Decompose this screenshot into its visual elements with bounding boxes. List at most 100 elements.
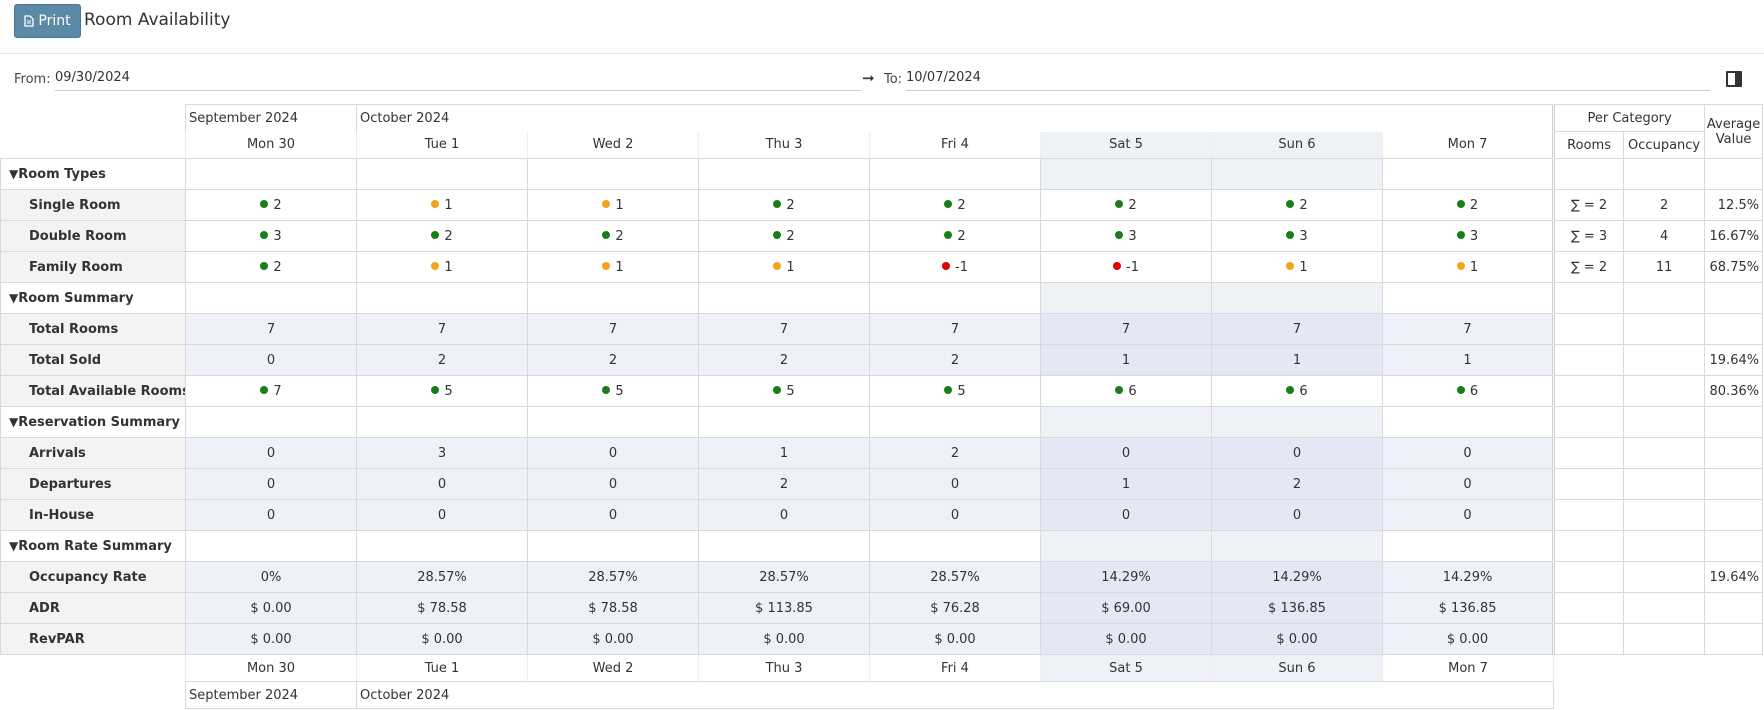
month-header: September 2024 [185, 681, 357, 709]
cell-value: 28.57% [930, 569, 980, 585]
empty-cell [1381, 158, 1555, 190]
status-dot [773, 385, 782, 394]
value-cell: $ 0.00 [869, 623, 1041, 655]
row-label: Total Rooms [0, 313, 186, 345]
cell-value: 0 [437, 507, 447, 523]
print-button[interactable]: Print [14, 4, 81, 38]
cell-value: 2 [1299, 197, 1308, 213]
status-dot [1115, 230, 1124, 239]
status-dot [944, 199, 953, 208]
empty-cell [869, 406, 1041, 438]
value-cell: 0 [527, 499, 699, 531]
section-row: Room Rate Summary [0, 530, 1764, 562]
empty-cell [527, 158, 699, 190]
cell-value: $ 78.58 [417, 600, 467, 616]
from-input[interactable]: 09/30/2024 [55, 66, 861, 91]
value-cell: $ 0.00 [527, 623, 699, 655]
status-dot [602, 261, 611, 270]
value-cell: 2 [1211, 189, 1383, 221]
value-cell: 2 [698, 220, 870, 252]
rooms-cell [1552, 592, 1625, 624]
empty-cell [1623, 282, 1706, 314]
occupancy-cell [1623, 437, 1706, 469]
average-cell: 19.64% [1704, 561, 1764, 593]
data-row: In-House 0 0 0 0 0 0 0 0 [0, 499, 1764, 531]
corner [1, 682, 186, 709]
value-cell: 1 [356, 251, 528, 283]
empty-cell [527, 530, 699, 562]
value-cell: 28.57% [356, 561, 528, 593]
value-cell: 28.57% [527, 561, 699, 593]
value-cell: 0 [185, 499, 357, 531]
rooms-cell [1552, 499, 1625, 531]
cell-value: 1 [444, 259, 453, 275]
occupancy-cell: 2 [1623, 189, 1706, 221]
day-header: Thu 3 [698, 654, 870, 682]
status-dot [773, 261, 782, 270]
value-cell: 5 [869, 375, 1041, 407]
cell-value: 0 [266, 352, 276, 368]
print-label: Print [38, 13, 71, 29]
cell-value: 28.57% [417, 569, 467, 585]
cell-value: 0 [1463, 476, 1472, 492]
cell-value: 1 [779, 445, 789, 461]
rooms-cell [1552, 437, 1625, 469]
value-cell: 2 [1040, 189, 1212, 221]
cell-value: 0 [266, 507, 276, 523]
value-cell: 2 [356, 344, 528, 376]
value-cell: 0 [185, 468, 357, 500]
month-header: October 2024 [355, 681, 1555, 709]
status-dot [1456, 230, 1465, 239]
month-row: September 2024 October 2024 [1, 681, 1763, 709]
cell-value: 1 [444, 197, 453, 213]
value-cell: 2 [1381, 189, 1555, 221]
status-dot [1286, 261, 1295, 270]
value-cell: 2 [185, 251, 357, 283]
cell-value: 2 [779, 352, 789, 368]
empty-cell [1211, 530, 1383, 562]
cell-value: $ 0.00 [592, 631, 634, 647]
spacer [1554, 682, 1624, 709]
cell-value: 1 [786, 259, 795, 275]
average-cell: 19.64% [1704, 344, 1764, 376]
status-dot [260, 261, 269, 270]
status-dot [944, 230, 953, 239]
row-label: RevPAR [0, 623, 186, 655]
status-dot [942, 261, 951, 270]
sidebar-toggle[interactable] [1726, 71, 1742, 87]
cell-value: 3 [1128, 228, 1137, 244]
data-row: Occupancy Rate 0% 28.57% 28.57% 28.57% 28.57%… [0, 561, 1764, 593]
cell-value: 0 [1463, 507, 1472, 523]
empty-cell [1623, 406, 1706, 438]
month-row: September 2024 October 2024 Per Category Av… [1, 104, 1764, 159]
empty-cell [1381, 282, 1555, 314]
cell-value: $ 0.00 [250, 631, 292, 647]
value-cell: $ 69.00 [1040, 592, 1212, 624]
value-cell: 7 [356, 313, 528, 345]
cell-value: 2 [437, 352, 447, 368]
rooms-cell: ∑ = 3 [1552, 220, 1625, 252]
status-dot [1456, 261, 1465, 270]
cell-value: 0 [608, 507, 618, 523]
to-input[interactable]: 10/07/2024 [906, 66, 1710, 91]
row-label: Single Room [0, 189, 186, 221]
day-header: Fri 4 [869, 131, 1041, 159]
average-cell [1704, 623, 1764, 655]
section-title: Room Summary [0, 282, 186, 314]
cell-value: $ 76.28 [930, 600, 980, 616]
cell-value: 2 [786, 197, 795, 213]
value-cell: 2 [356, 220, 528, 252]
rooms-cell [1552, 623, 1625, 655]
cell-value: 2 [615, 228, 624, 244]
cell-value: 7 [437, 321, 447, 337]
value-cell: 2 [698, 468, 870, 500]
occupancy-cell [1623, 499, 1706, 531]
per-category-column: Occupancy [1623, 131, 1706, 159]
page-title: Room Availability [84, 10, 231, 30]
cell-value: 2 [957, 228, 966, 244]
average-cell [1704, 313, 1764, 345]
cell-value: $ 0.00 [763, 631, 805, 647]
value-cell: 7 [527, 313, 699, 345]
value-cell: 0 [1381, 468, 1555, 500]
corner [1, 132, 186, 159]
